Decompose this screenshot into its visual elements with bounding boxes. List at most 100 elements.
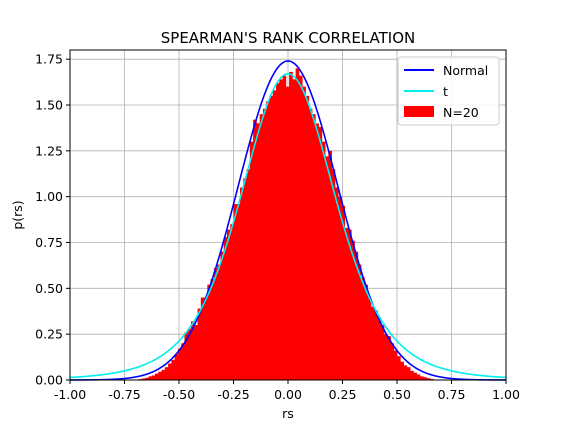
x-tick-label: 0.25 (329, 387, 357, 402)
histogram-bar (164, 367, 169, 380)
histogram-bar (374, 310, 378, 380)
y-tick-label: 0.25 (35, 327, 63, 342)
histogram-bar (357, 264, 362, 380)
histogram-bar (334, 187, 339, 380)
histogram-bar (406, 367, 411, 380)
histogram-bar (429, 378, 434, 380)
histogram-bar (279, 79, 283, 380)
histogram-bar (295, 68, 300, 380)
histogram-bar (155, 373, 159, 380)
x-tick-label: 0.00 (274, 387, 302, 402)
legend: Normal t N=20 (397, 56, 500, 126)
histogram-bar (240, 187, 244, 380)
histogram-bar (419, 376, 424, 380)
histogram-bar (210, 279, 215, 380)
y-axis-label: p(rs) (10, 200, 25, 229)
histogram-bar (298, 75, 303, 381)
legend-t-label: t (443, 84, 448, 99)
histogram-bar (403, 365, 408, 380)
x-tick-label: -1.00 (54, 387, 86, 402)
histogram-bar (344, 227, 349, 380)
histogram-bar (249, 141, 254, 380)
histogram-bar (145, 377, 149, 380)
x-tick-label: 1.00 (492, 387, 520, 402)
histogram-bar (347, 229, 352, 380)
histogram-bar (400, 361, 404, 380)
histogram-bar (338, 196, 342, 380)
histogram-bar (236, 204, 241, 380)
histogram-bar (318, 127, 323, 380)
histogram-bar (308, 108, 313, 381)
histogram-bar (426, 378, 431, 380)
x-tick-label: -0.25 (217, 387, 249, 402)
histogram-bar (177, 348, 182, 380)
histogram-bar (302, 86, 306, 381)
histogram-bar (207, 284, 212, 380)
y-tick-label: 1.50 (35, 98, 63, 113)
x-tick-label: -0.75 (108, 387, 140, 402)
y-tick-label: 0.75 (35, 235, 63, 250)
histogram-bar (246, 169, 251, 380)
histogram-bar (197, 308, 202, 380)
histogram-bar (184, 332, 189, 380)
histogram-bar (148, 376, 153, 380)
histogram-bar (416, 374, 421, 380)
histogram-bars (138, 68, 437, 381)
fit-curves (69, 60, 507, 381)
x-ticks: -1.00 -0.75 -0.50 -0.25 0.00 0.25 0.50 0.75 1.00 (54, 380, 520, 402)
histogram-bar (213, 268, 218, 380)
histogram-bar (361, 277, 365, 380)
histogram-bar (390, 343, 395, 380)
histogram-bar (328, 150, 332, 380)
histogram-bar (364, 284, 368, 380)
histogram-bar (190, 321, 195, 380)
histogram-bar (253, 119, 257, 381)
histogram-bar (325, 156, 329, 380)
y-tick-label: 1.00 (35, 189, 63, 204)
histogram-bar (220, 251, 225, 380)
y-tick-label: 0.00 (35, 373, 63, 388)
legend-hist-label: N=20 (443, 105, 479, 120)
histogram-bar (341, 205, 346, 380)
histogram-bar (243, 178, 247, 380)
y-tick-label: 1.25 (35, 143, 63, 158)
histogram-bar (181, 343, 185, 380)
histogram-bar (200, 297, 205, 380)
histogram-bar (272, 90, 277, 380)
histogram-bar (256, 123, 261, 380)
histogram-bar (230, 224, 234, 380)
x-axis-label: rs (282, 406, 294, 421)
histogram-bar (354, 251, 359, 380)
histogram-bar (387, 336, 391, 380)
histogram-bar (223, 237, 228, 380)
histogram-bar (289, 72, 293, 380)
histogram-bar (367, 297, 372, 380)
chart-title: SPEARMAN'S RANK CORRELATION (161, 29, 415, 47)
histogram-bar (331, 169, 336, 380)
histogram-bar (380, 325, 385, 380)
x-tick-label: 0.50 (383, 387, 411, 402)
histogram-bar (194, 325, 198, 380)
histogram-bar (321, 141, 326, 380)
histogram-bar (187, 328, 192, 380)
histogram-bar (370, 306, 375, 380)
histogram-bar (305, 95, 310, 380)
y-tick-label: 0.50 (35, 281, 63, 296)
histogram-bar (393, 350, 398, 380)
histogram-bar (204, 297, 208, 380)
histogram-bar (171, 359, 176, 380)
histogram-bar (377, 319, 382, 380)
histogram-bar (217, 264, 221, 380)
y-tick-label: 1.75 (35, 52, 63, 67)
histogram-bar (285, 86, 290, 381)
histogram-bar (383, 334, 388, 380)
normal-curve (69, 60, 507, 381)
legend-normal-label: Normal (443, 63, 488, 78)
histogram-bar (351, 240, 355, 380)
histogram-bar (262, 108, 267, 381)
histogram-bar (266, 101, 270, 380)
histogram-bar (413, 372, 418, 380)
histogram-bar (269, 95, 274, 380)
histogram-bar (141, 378, 146, 380)
